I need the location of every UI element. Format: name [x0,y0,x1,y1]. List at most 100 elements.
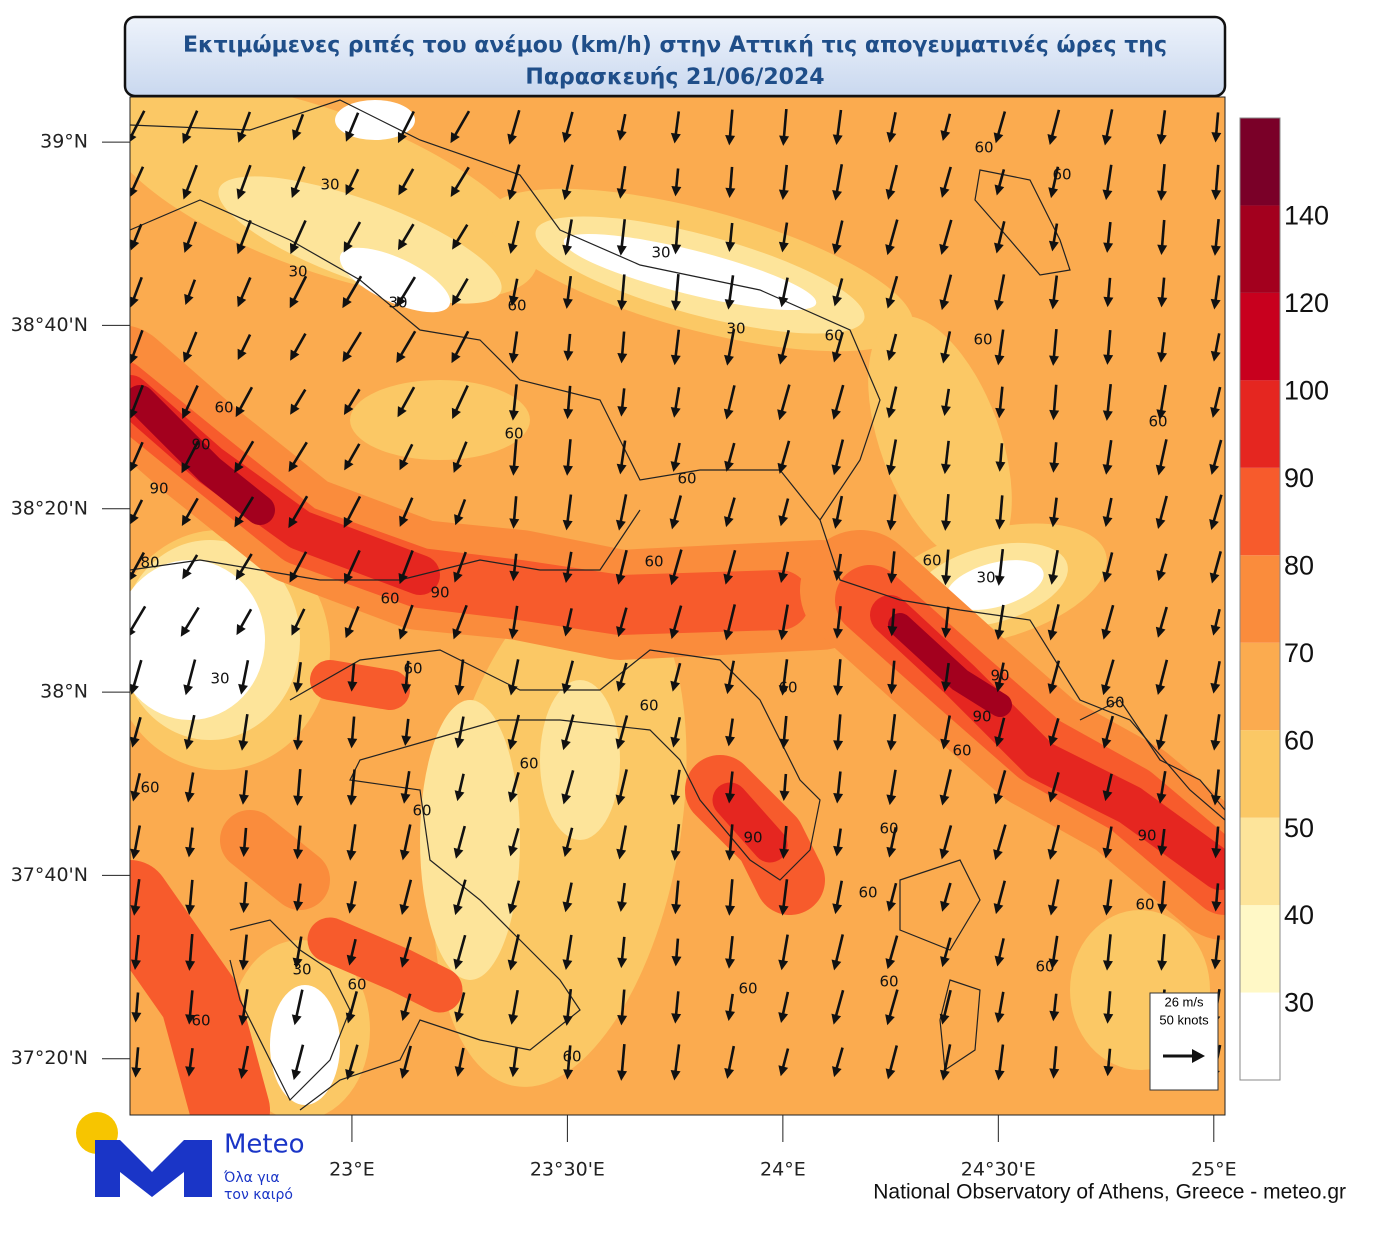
wind-arrow [397,223,415,251]
arrow-shaft [618,494,628,526]
arrow-head [833,570,844,582]
wind-arrow [724,1045,736,1079]
arrow-head [778,959,789,971]
arrow-head [1049,1068,1060,1079]
arrow-head [885,188,896,200]
arrow-head [1102,464,1113,475]
arrow-head [1155,626,1166,638]
arrow-shaft [565,988,573,1022]
wind-arrow [833,714,844,751]
wind-arrow [994,991,1005,1024]
wind-arrow [130,110,146,142]
wind-arrow [886,714,897,751]
wind-arrow [1049,442,1060,473]
wind-arrow [347,663,358,692]
contour-label: 30 [210,670,229,688]
arrow-head [1156,570,1166,582]
arrow-head [343,403,354,415]
wind-arrow [562,934,573,970]
colorbar-label: 120 [1284,288,1329,318]
arrow-head [561,189,572,201]
arrow-head [238,683,248,695]
wind-arrow [453,551,467,583]
wind-arrow [941,388,951,417]
wind-arrow [1157,332,1168,363]
arrow-head [185,960,196,971]
arrow-head [561,739,571,751]
arrow-head [1210,406,1220,418]
wind-arrow [941,606,952,639]
wind-arrow [290,166,306,198]
wind-arrow [562,494,573,531]
arrow-shaft [997,548,1005,582]
arrow-head [669,518,680,530]
wind-arrow [1157,828,1168,856]
wind-arrow [832,164,844,201]
wind-arrow [615,715,629,750]
wind-arrow [995,443,1006,472]
arrow-head [293,682,303,693]
contour-label: 60 [519,755,538,773]
wind-arrow [779,825,790,859]
arrow-shaft [1106,934,1112,966]
wind-arrow [671,880,682,915]
arrow-shaft [618,549,628,581]
wind-arrow [509,1047,520,1078]
wind-arrow [131,934,141,971]
contour-label: 90 [990,667,1009,685]
arrow-head [939,1069,950,1081]
wind-arrow [939,219,953,255]
arrow-head [831,464,842,476]
arrow-head [562,572,573,584]
colorbar-block [1240,730,1280,818]
arrow-head [454,514,464,526]
wind-arrow [183,221,198,253]
y-tick-label: 38°20'N [11,497,88,519]
contour-label: 90 [149,480,168,498]
arrow-head [507,903,518,915]
arrow-head [1157,352,1168,363]
arrow-head [671,300,682,311]
arrow-head [941,520,952,531]
arrow-head [508,845,518,857]
wind-arrow [1209,439,1223,475]
arrow-head [885,1068,896,1080]
wind-arrow [507,109,521,145]
arrow-shaft [455,879,467,911]
arrow-shaft [888,164,898,196]
wind-arrow [345,112,360,142]
arrow-head [291,1014,302,1026]
wind-arrow [1211,112,1222,143]
arrow-head [994,184,1005,196]
arrow-head [671,955,682,967]
arrow-shaft [183,110,199,140]
arrow-head [724,683,735,695]
arrow-head [1210,795,1221,806]
x-tick-label: 24°E [760,1159,806,1181]
contour-label: 60 [858,884,877,902]
arrow-head [617,957,628,969]
wind-arrow [939,274,953,311]
wind-arrow [400,770,411,804]
arrow-head [453,904,463,916]
wind-arrow [236,164,252,200]
arrow-head [183,241,193,253]
wind-arrow [345,991,358,1024]
arrow-head [563,465,573,476]
y-tick-label: 38°N [40,681,88,703]
arrow-shaft [512,439,518,471]
arrow-head [347,681,358,692]
arrow-shaft [1103,604,1115,636]
arrow-head [130,133,137,142]
wind-arrow [1102,934,1113,971]
colorbar-label: 100 [1284,375,1329,405]
arrow-head [994,354,1005,366]
arrow-head [1156,190,1167,201]
arrow-head [1210,298,1221,310]
wind-arrow [617,1044,628,1081]
wind-arrow [671,168,682,197]
wind-arrow [181,497,199,526]
wind-arrow [130,659,143,695]
arrow-head [507,791,518,803]
wind-arrow [724,329,736,366]
